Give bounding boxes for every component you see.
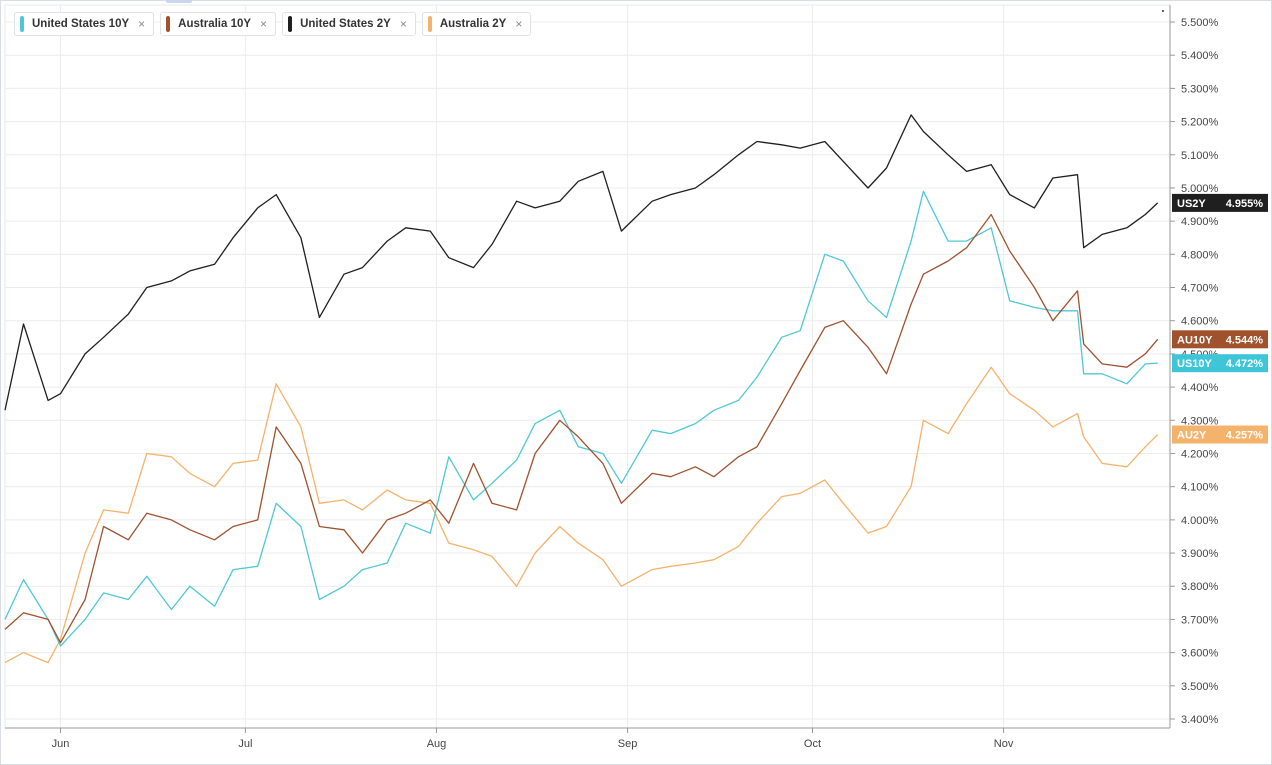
y-tick-label: 4.400%: [1181, 382, 1219, 394]
y-tick-label: 5.500%: [1181, 17, 1219, 29]
legend-chip-us2y[interactable]: United States 2Y ×: [282, 12, 416, 36]
y-tick-label: 4.900%: [1181, 216, 1219, 228]
y-tick-label: 3.400%: [1181, 714, 1219, 726]
y-tick-label: 3.600%: [1181, 648, 1219, 660]
close-icon[interactable]: ×: [399, 17, 407, 31]
plot-area: [4, 4, 1171, 729]
series-short-name: US10Y: [1177, 358, 1213, 370]
y-tick-label: 3.800%: [1181, 581, 1219, 593]
x-tick-label: Jun: [52, 738, 70, 750]
legend-label: Australia 2Y: [439, 18, 507, 30]
y-tick-label: 4.100%: [1181, 482, 1219, 494]
series-last-value: 4.544%: [1226, 334, 1264, 346]
y-tick-label: 4.000%: [1181, 515, 1219, 527]
y-tick-label: 4.300%: [1181, 415, 1219, 427]
legend-swatch: [166, 16, 171, 32]
y-tick-label: 4.600%: [1181, 316, 1219, 328]
legend-chip-au10y[interactable]: Australia 10Y ×: [160, 12, 277, 36]
x-tick-label: Jul: [238, 738, 252, 750]
x-tick-label: Sep: [618, 738, 638, 750]
top-tab-indicator: [166, 0, 192, 3]
y-tick-label: 4.200%: [1181, 448, 1219, 460]
legend-label: Australia 10Y: [178, 18, 252, 30]
last-value-label-us10y: US10Y 4.472%: [1172, 354, 1268, 373]
y-tick-label: 5.200%: [1181, 117, 1219, 129]
last-value-label-us2y: US2Y 4.955%: [1172, 193, 1268, 212]
last-value-badge: [1172, 193, 1268, 212]
legend-chip-us10y[interactable]: United States 10Y ×: [14, 12, 155, 36]
legend-swatch: [427, 16, 432, 32]
legend: United States 10Y × Australia 10Y × Unit…: [14, 12, 532, 36]
last-value-badge: [1172, 330, 1268, 349]
y-tick-label: 3.900%: [1181, 548, 1219, 560]
last-value-label-au10y: AU10Y 4.544%: [1172, 330, 1268, 349]
series-short-name: AU2Y: [1177, 430, 1207, 442]
series-short-name: AU10Y: [1177, 334, 1213, 346]
y-tick-label: 5.100%: [1181, 150, 1219, 162]
series-last-value: 4.257%: [1226, 430, 1264, 442]
legend-swatch: [288, 16, 293, 32]
x-tick-label: Nov: [994, 738, 1014, 750]
y-tick-label: 5.400%: [1181, 50, 1219, 62]
close-icon[interactable]: ×: [138, 17, 146, 31]
legend-label: United States 10Y: [32, 18, 130, 30]
last-value-label-au2y: AU2Y 4.257%: [1172, 425, 1268, 444]
close-icon[interactable]: ×: [515, 17, 523, 31]
series-short-name: US2Y: [1177, 198, 1206, 210]
y-tick-label: 5.300%: [1181, 83, 1219, 95]
corner-marker: [1162, 10, 1164, 12]
close-icon[interactable]: ×: [260, 17, 268, 31]
series-last-value: 4.955%: [1226, 198, 1264, 210]
legend-label: United States 2Y: [300, 18, 391, 30]
series-last-value: 4.472%: [1226, 358, 1264, 370]
y-tick-label: 4.800%: [1181, 249, 1219, 261]
series-line-us2y: [4, 114, 1159, 411]
last-value-badge: [1172, 425, 1268, 444]
y-tick-label: 3.700%: [1181, 614, 1219, 626]
x-tick-label: Oct: [804, 738, 821, 750]
series-line-au10y: [4, 213, 1159, 644]
legend-swatch: [20, 16, 24, 32]
series-line-au2y: [4, 366, 1159, 664]
y-tick-label: 3.500%: [1181, 681, 1219, 693]
y-tick-label: 5.000%: [1181, 183, 1219, 195]
y-tick-label: 4.700%: [1181, 283, 1219, 295]
legend-chip-au2y[interactable]: Australia 2Y ×: [421, 12, 532, 36]
last-value-badge: [1172, 354, 1268, 373]
x-tick-label: Aug: [427, 738, 447, 750]
